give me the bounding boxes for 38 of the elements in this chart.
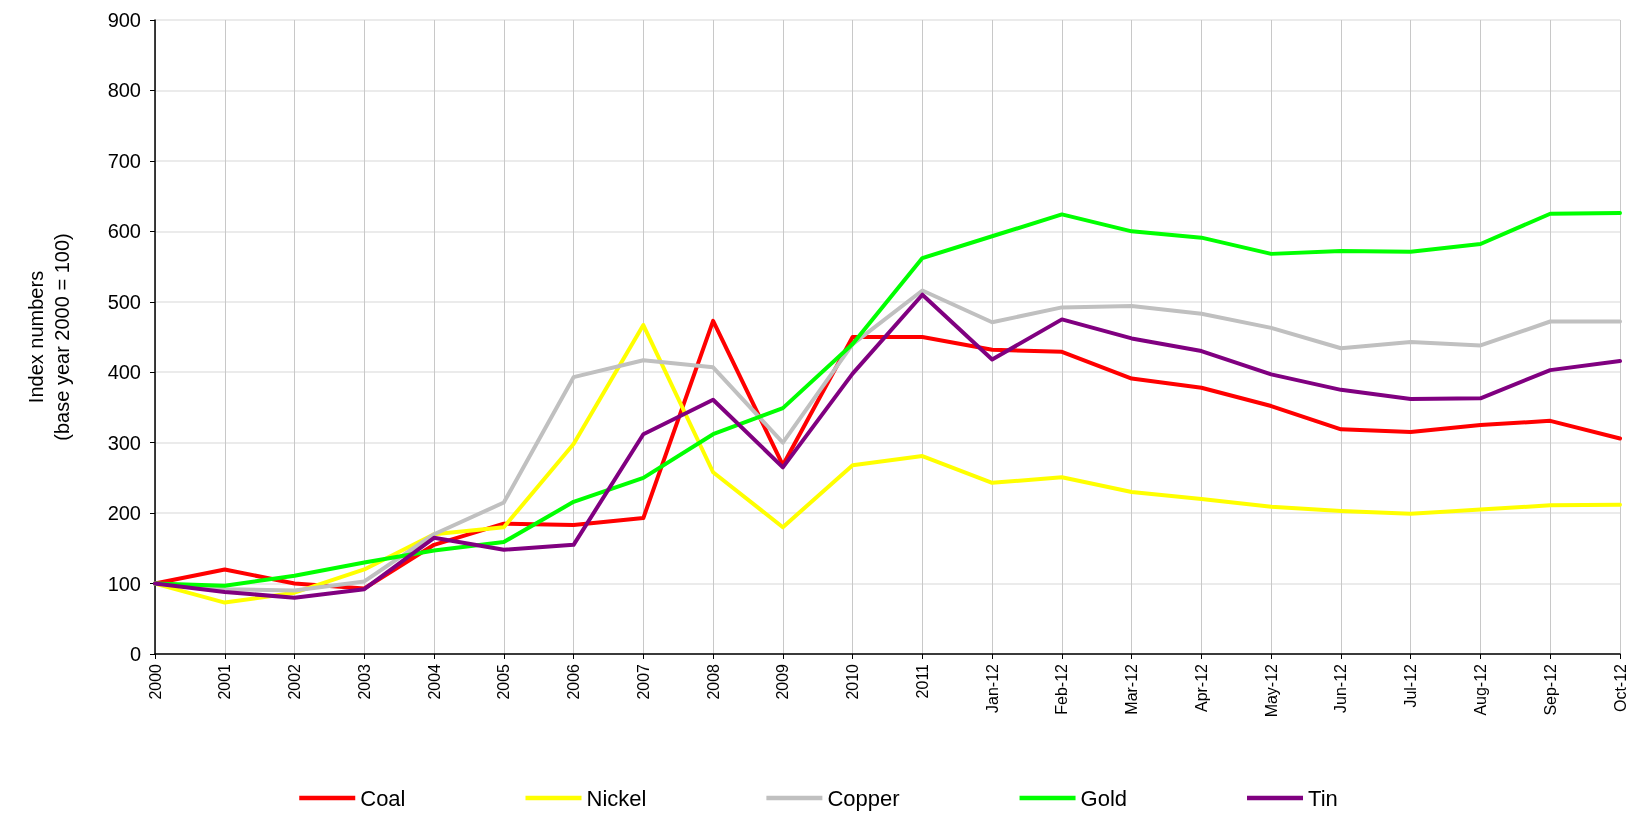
x-tick-label: Jan-12 [983, 663, 1001, 713]
x-tick-label: 2011 [913, 663, 931, 699]
x-tick-label: 2003 [355, 663, 373, 700]
x-tick-label: Sep-12 [1541, 663, 1559, 716]
legend-label: Nickel [586, 785, 647, 811]
y-tick-label: 900 [107, 9, 141, 31]
legend-label: Tin [1308, 785, 1338, 811]
x-tick-label: 2010 [844, 663, 862, 700]
x-tick-label: Mar-12 [1123, 663, 1141, 715]
legend-label: Copper [827, 785, 900, 811]
y-tick-label: 500 [107, 290, 141, 313]
x-tick-label: 2007 [634, 663, 652, 700]
y-tick-label: 600 [107, 220, 141, 243]
x-tick-label: 2005 [495, 663, 513, 700]
y-tick-label: 700 [107, 149, 141, 172]
x-tick-label: Oct-12 [1611, 663, 1629, 713]
y-tick-label: 200 [107, 502, 141, 525]
x-tick-label: Aug-12 [1471, 663, 1489, 716]
x-tick-label: 2009 [774, 663, 792, 700]
x-tick-label: 2004 [425, 663, 443, 700]
legend-label: Gold [1080, 785, 1128, 811]
x-tick-label: 2001 [216, 663, 234, 700]
x-tick-label: Feb-12 [1053, 663, 1071, 715]
y-tick-label: 0 [129, 643, 141, 665]
legend-label: Coal [360, 785, 406, 811]
x-tick-label: May-12 [1262, 663, 1280, 718]
x-tick-label: 2002 [286, 663, 304, 700]
y-axis-title: Index numbers (base year 2000 = 100) [25, 233, 73, 441]
x-tick-label: 2008 [704, 663, 722, 700]
x-tick-label: 2000 [146, 663, 164, 700]
y-tick-label: 400 [107, 361, 141, 384]
x-tick-label: 2006 [565, 663, 583, 700]
x-tick-label: Apr-12 [1192, 663, 1210, 713]
y-tick-label: 300 [107, 431, 141, 454]
x-tick-label: Jun-12 [1332, 663, 1350, 713]
y-tick-label: 100 [107, 572, 141, 595]
x-tick-label: Jul-12 [1402, 663, 1420, 708]
y-tick-label: 800 [107, 79, 141, 102]
